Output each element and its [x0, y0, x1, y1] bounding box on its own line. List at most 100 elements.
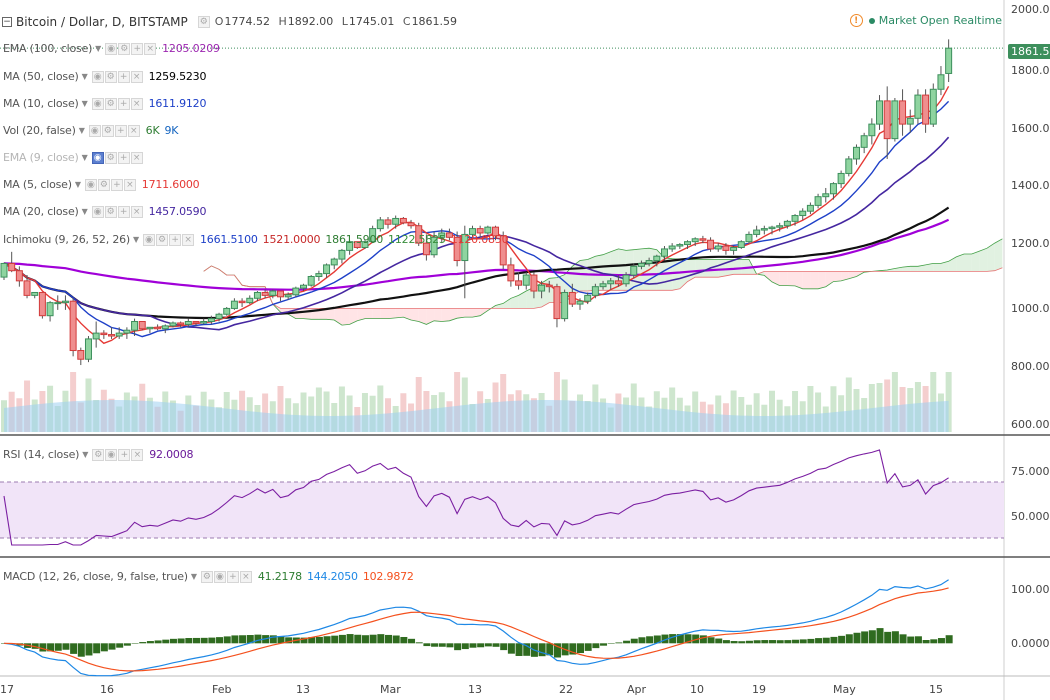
settings-icon[interactable]: ⚙	[97, 179, 110, 191]
close-icon[interactable]: ×	[130, 152, 143, 164]
add-icon[interactable]: +	[118, 449, 131, 461]
rsi-legend-name[interactable]: RSI (14, close)	[3, 448, 80, 461]
macd-histogram-bar	[446, 643, 454, 648]
eye-icon[interactable]: ◉	[105, 43, 118, 55]
settings-icon[interactable]: ⚙	[104, 152, 117, 164]
eye-icon[interactable]: ◉	[105, 449, 118, 461]
macd-histogram-bar	[54, 643, 62, 651]
macd-histogram-bar	[815, 638, 823, 644]
macd-histogram-bar	[753, 640, 761, 644]
add-icon[interactable]: +	[168, 234, 181, 246]
eye-icon[interactable]: ◉	[213, 571, 226, 583]
close-icon[interactable]: ×	[144, 43, 157, 55]
add-icon[interactable]: +	[117, 206, 130, 218]
settings-icon[interactable]: ⚙	[92, 449, 105, 461]
indicator-value: 1711.6000	[141, 178, 200, 191]
macd-histogram-bar	[722, 640, 730, 644]
indicator-legend: Ichimoku (9, 26, 52, 26) ▼ ◉ ⚙ + × 1661.5100 15…	[0, 233, 509, 247]
candle-body	[929, 88, 937, 125]
chevron-down-icon[interactable]: ▼	[82, 450, 89, 459]
add-icon[interactable]: +	[117, 71, 130, 83]
chevron-down-icon[interactable]: ▼	[133, 235, 139, 244]
candle-body	[284, 294, 292, 298]
chevron-down-icon[interactable]: ▼	[78, 126, 85, 135]
chevron-down-icon[interactable]: ▼	[95, 44, 102, 53]
macd-histogram-bar	[523, 643, 531, 656]
chevron-down-icon[interactable]: ▼	[81, 72, 88, 81]
add-icon[interactable]: +	[117, 98, 130, 110]
candle-body	[760, 228, 768, 231]
volume-bar	[377, 385, 384, 432]
macd-histogram-bar	[77, 643, 85, 657]
close-icon[interactable]: ×	[130, 206, 143, 218]
close-icon[interactable]: ×	[123, 179, 136, 191]
indicator-value: 1661.5100	[199, 233, 258, 246]
indicator-name[interactable]: Ichimoku (9, 26, 52, 26)	[3, 233, 131, 246]
close-icon[interactable]: ×	[130, 98, 143, 110]
candle-body	[906, 117, 914, 125]
close-icon[interactable]: ×	[239, 571, 252, 583]
eye-icon[interactable]: ◉	[88, 125, 101, 137]
indicator-name[interactable]: MA (5, close)	[3, 178, 72, 191]
chevron-down-icon[interactable]: ▼	[81, 99, 88, 108]
macd-histogram-bar	[822, 637, 830, 644]
close-icon[interactable]: ×	[127, 125, 140, 137]
indicator-name[interactable]: EMA (100, close)	[3, 42, 93, 55]
macd-histogram-bar	[838, 635, 846, 644]
chevron-down-icon[interactable]: ▼	[74, 180, 81, 189]
market-status: ! Market Open Realtime	[849, 14, 1002, 27]
ichimoku-cloud-segment	[940, 261, 949, 272]
chevron-down-icon[interactable]: ▼	[81, 207, 88, 216]
indicator-name[interactable]: MA (20, close)	[3, 205, 79, 218]
settings-icon[interactable]: ⚙	[155, 234, 168, 246]
macd-histogram-bar	[39, 643, 47, 652]
add-icon[interactable]: +	[131, 43, 144, 55]
add-icon[interactable]: +	[226, 571, 239, 583]
macd-histogram-bar	[776, 640, 784, 644]
price-tick-label: 2000.00	[1011, 3, 1050, 16]
ichimoku-cloud-segment	[994, 238, 1003, 271]
settings-icon[interactable]: ⚙	[197, 16, 210, 28]
settings-icon[interactable]: ⚙	[104, 71, 117, 83]
eye-icon[interactable]: ◉	[91, 98, 104, 110]
ichimoku-cloud-segment	[349, 308, 358, 325]
settings-icon[interactable]: ⚙	[104, 206, 117, 218]
volume-bar	[692, 391, 699, 432]
ichimoku-cloud-segment	[979, 248, 988, 272]
chevron-down-icon[interactable]: ▼	[190, 572, 197, 581]
macd-histogram-bar	[684, 634, 692, 644]
macd-histogram-bar	[285, 637, 293, 644]
ichimoku-cloud-segment	[725, 259, 734, 276]
eye-icon[interactable]: ◉	[84, 179, 97, 191]
close-icon[interactable]: ×	[181, 234, 194, 246]
close-icon[interactable]: ×	[130, 71, 143, 83]
chevron-down-icon[interactable]: ▼	[81, 153, 88, 162]
add-icon[interactable]: +	[114, 125, 127, 137]
settings-icon[interactable]: ⚙	[118, 43, 131, 55]
add-icon[interactable]: +	[117, 152, 130, 164]
indicator-name[interactable]: EMA (9, close)	[3, 151, 79, 164]
close-icon[interactable]: ×	[131, 449, 144, 461]
settings-icon[interactable]: ⚙	[101, 125, 114, 137]
macd-legend-name[interactable]: MACD (12, 26, close, 9, false, true)	[3, 570, 188, 583]
eye-icon[interactable]: ◉	[142, 234, 155, 246]
indicator-name[interactable]: MA (50, close)	[3, 70, 79, 83]
settings-icon[interactable]: ⚙	[200, 571, 213, 583]
candle-body	[937, 74, 945, 90]
warning-icon[interactable]: !	[849, 14, 863, 27]
indicator-legend: Vol (20, false) ▼ ◉ ⚙ + × 6K 9K	[0, 124, 178, 138]
collapse-icon[interactable]: −	[2, 17, 12, 27]
eye-icon[interactable]: ◉	[91, 206, 104, 218]
candle-body	[369, 228, 377, 243]
eye-icon[interactable]: ◉	[91, 71, 104, 83]
add-icon[interactable]: +	[110, 179, 123, 191]
indicator-name[interactable]: Vol (20, false)	[3, 124, 76, 137]
ichimoku-cloud-segment	[403, 308, 412, 321]
macd-histogram-bar	[239, 635, 247, 644]
eye-icon[interactable]: ◉	[91, 152, 104, 164]
indicator-name[interactable]: MA (10, close)	[3, 97, 79, 110]
macd-histogram-bar	[623, 640, 631, 644]
settings-icon[interactable]: ⚙	[104, 98, 117, 110]
